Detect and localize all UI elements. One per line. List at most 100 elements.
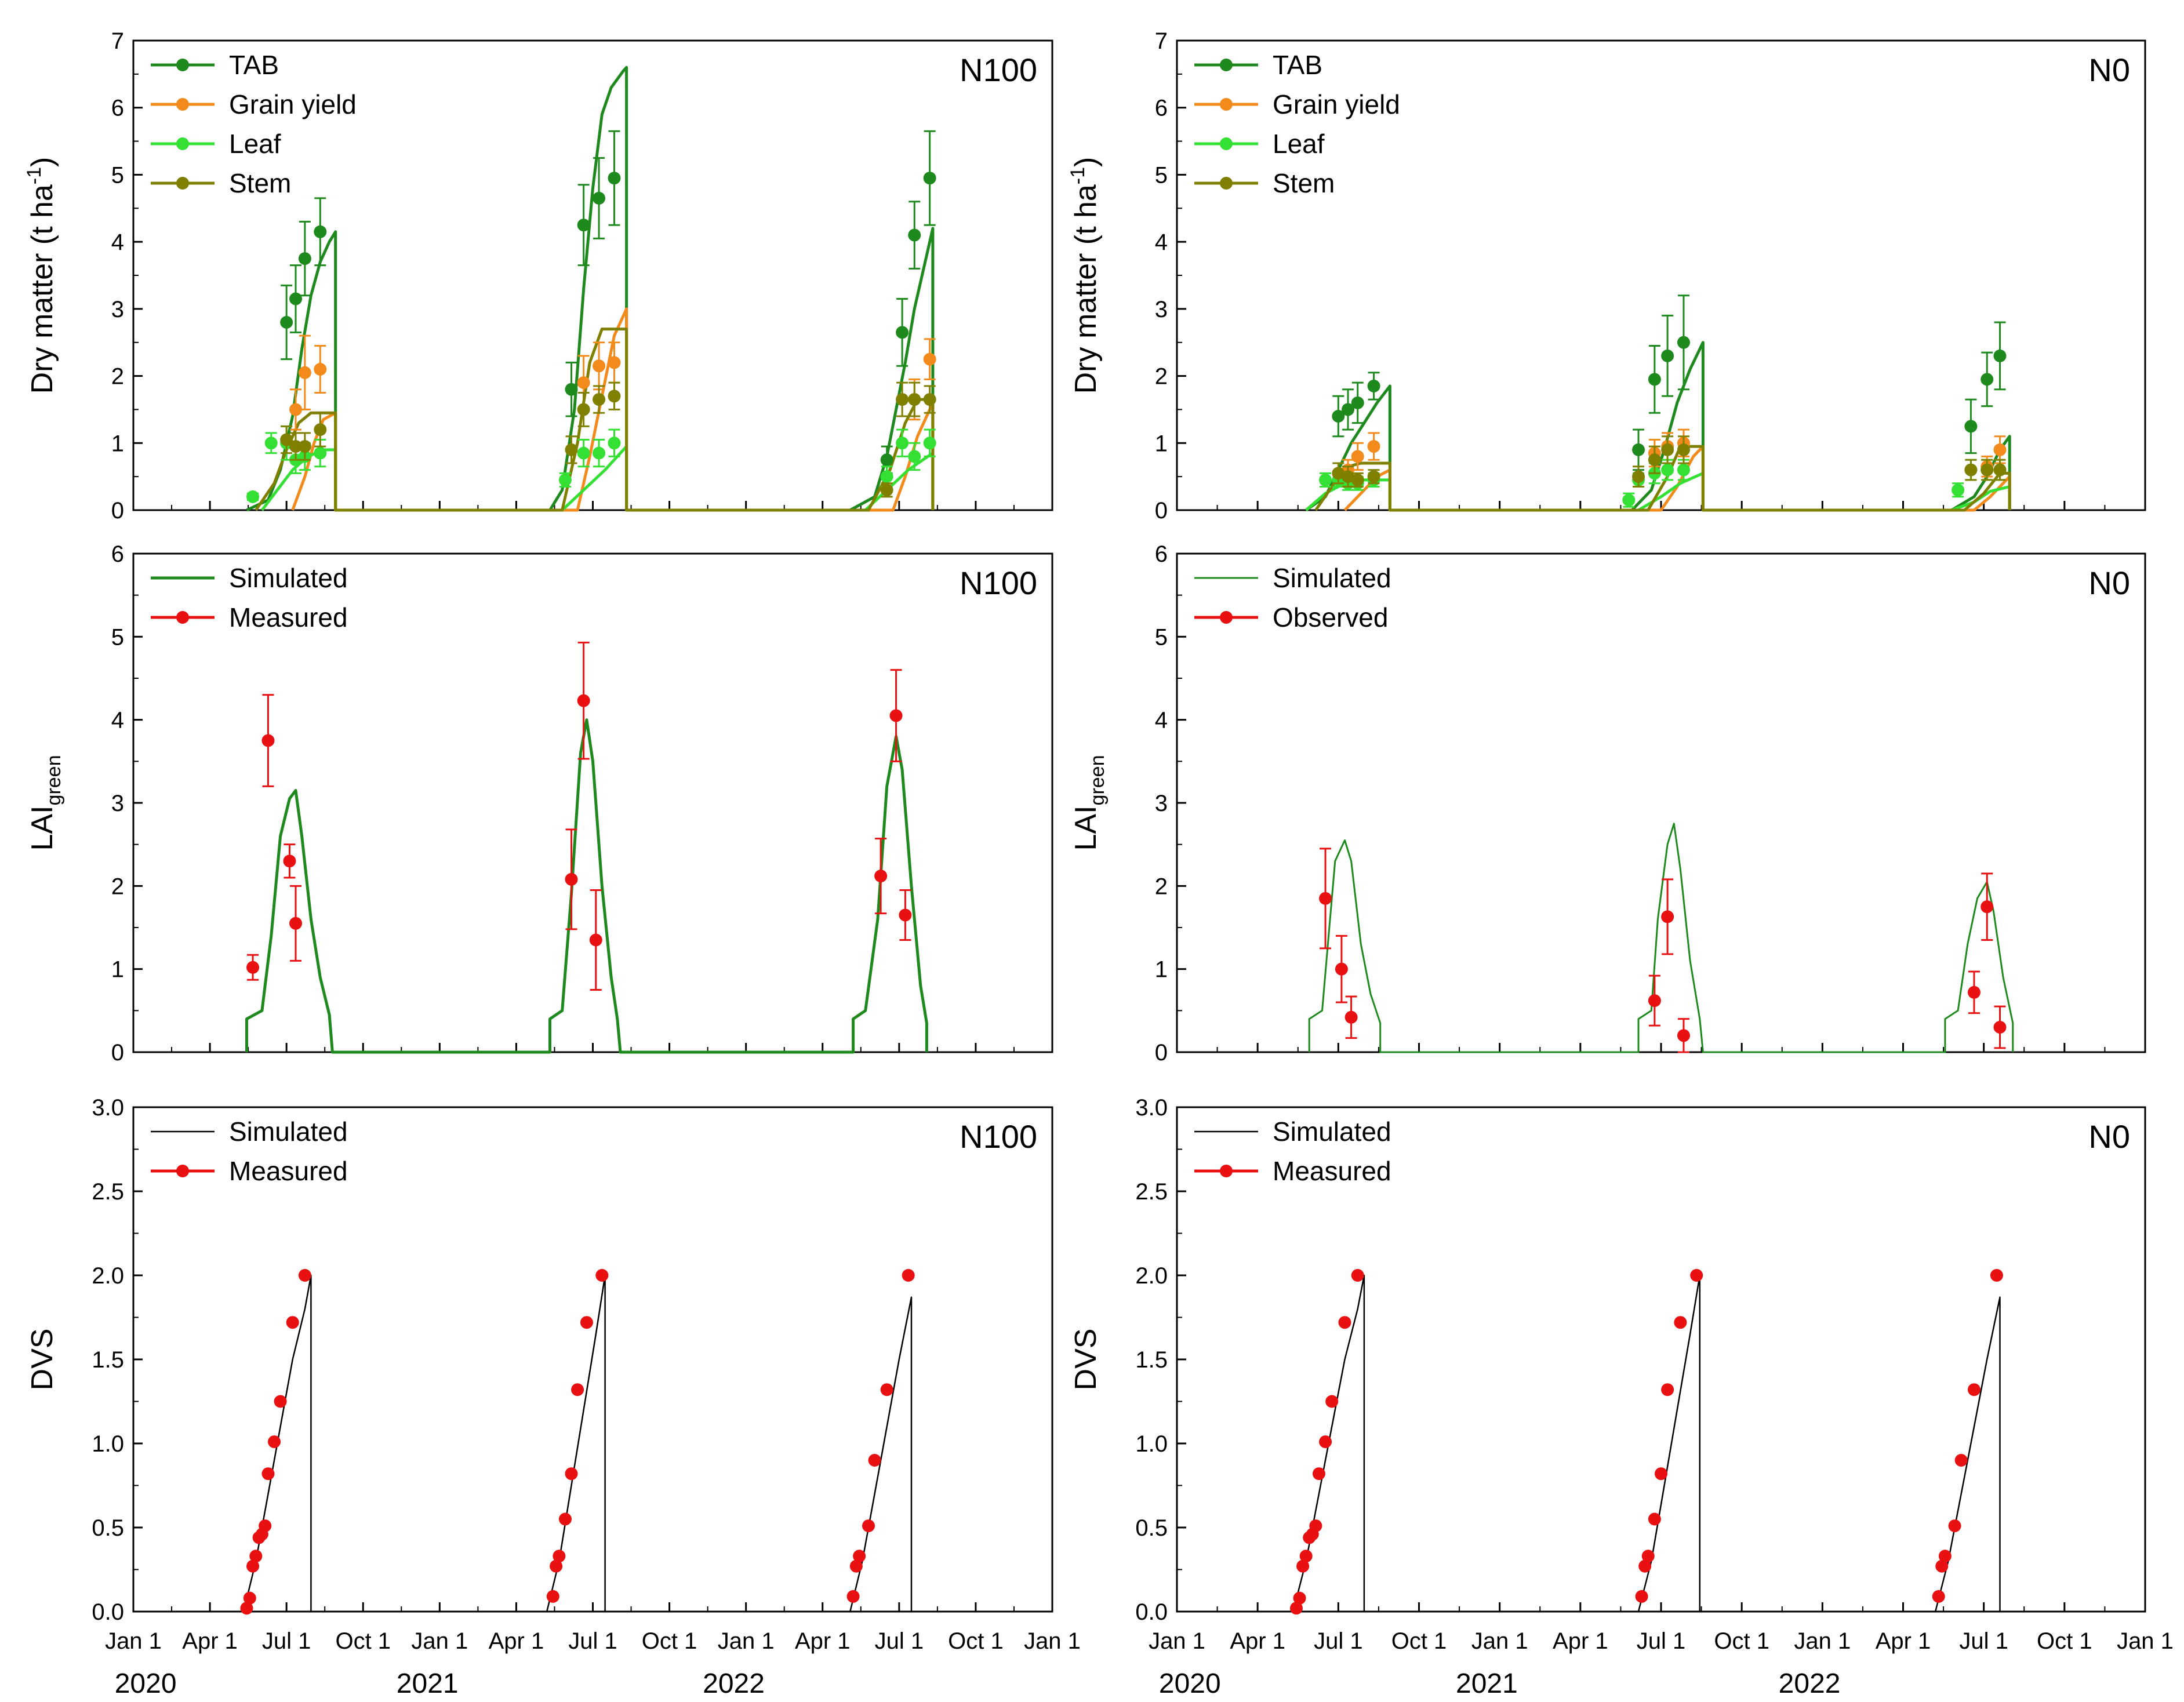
data-point-leaf bbox=[1677, 463, 1690, 477]
legend-label: Leaf bbox=[1273, 129, 1325, 159]
data-point-measured bbox=[558, 1512, 572, 1526]
y-axis-title: DVS bbox=[1069, 1329, 1103, 1391]
data-point-leaf bbox=[1319, 473, 1332, 486]
data-point-tab bbox=[280, 316, 293, 329]
x-tick-label: Jan 1 bbox=[1149, 1628, 1205, 1654]
y-axis-title: Dry matter (t ha-1) bbox=[1067, 157, 1103, 394]
panel-frames bbox=[132, 39, 2146, 1613]
y-tick-label: 6 bbox=[1155, 96, 1168, 121]
data-point-measured bbox=[1954, 1454, 1968, 1467]
x-tick-label: Apr 1 bbox=[182, 1628, 238, 1654]
panel-dm_n0 bbox=[1305, 294, 2011, 512]
legend-label: Measured bbox=[1273, 1156, 1391, 1186]
y-tick-label: 3 bbox=[1155, 791, 1168, 816]
data-point-measured bbox=[1309, 1519, 1322, 1533]
panel-label: N0 bbox=[2088, 1118, 2130, 1155]
x-tick-label: Apr 1 bbox=[489, 1628, 544, 1654]
data-point-tab bbox=[1993, 349, 2007, 362]
data-point-leaf bbox=[1661, 463, 1674, 477]
data-point-stem bbox=[565, 443, 578, 456]
x-tick-label: Jan 1 bbox=[1024, 1628, 1081, 1654]
data-point-stem bbox=[608, 390, 621, 403]
legend-label: Leaf bbox=[229, 129, 281, 159]
y-tick-label: 3 bbox=[111, 297, 124, 322]
data-point-stem bbox=[314, 423, 327, 437]
y-tick-label: 0 bbox=[111, 498, 124, 523]
data-point-measured bbox=[246, 961, 260, 974]
data-point-grain-yield bbox=[1367, 440, 1380, 453]
data-point-observed bbox=[1648, 994, 1661, 1008]
data-point-measured bbox=[274, 1395, 287, 1408]
x-tick-label: Apr 1 bbox=[1553, 1628, 1608, 1654]
data-point-observed bbox=[1661, 910, 1674, 923]
legend-swatch-dot bbox=[1220, 98, 1233, 111]
data-point-measured bbox=[261, 734, 275, 747]
data-point-measured bbox=[546, 1590, 559, 1603]
y-tick-label: 7 bbox=[111, 28, 124, 54]
y-tick-label: 5 bbox=[111, 624, 124, 650]
y-tick-label: 2.5 bbox=[92, 1179, 124, 1205]
data-point-tab bbox=[1351, 396, 1364, 409]
y-tick-label: 5 bbox=[111, 162, 124, 188]
data-point-stem bbox=[1993, 463, 2007, 477]
x-tick-label: Jan 1 bbox=[411, 1628, 468, 1654]
data-point-measured bbox=[298, 1269, 311, 1282]
data-point-measured bbox=[261, 1467, 275, 1481]
y-tick-label: 6 bbox=[1155, 541, 1168, 567]
y-tick-label: 0.5 bbox=[1135, 1515, 1168, 1541]
panel-label: N100 bbox=[960, 52, 1037, 88]
y-axis-title: LAIgreen bbox=[1069, 755, 1109, 850]
data-point-measured bbox=[565, 872, 578, 886]
data-point-measured bbox=[283, 854, 296, 868]
data-point-measured bbox=[1938, 1550, 1952, 1563]
y-tick-label: 0 bbox=[1155, 1040, 1168, 1065]
year-label: 2021 bbox=[1456, 1668, 1518, 1699]
x-tick-label: Jul 1 bbox=[1637, 1628, 1686, 1654]
x-tick-label: Apr 1 bbox=[795, 1628, 851, 1654]
data-point-measured bbox=[246, 1559, 260, 1573]
legend-swatch-dot bbox=[176, 1165, 189, 1177]
data-point-grain-yield bbox=[298, 366, 311, 379]
y-tick-label: 0 bbox=[1155, 498, 1168, 523]
x-tick-label: Jul 1 bbox=[1314, 1628, 1363, 1654]
data-point-measured bbox=[1648, 1512, 1661, 1526]
y-tick-label: 2.0 bbox=[92, 1263, 124, 1289]
x-tick-label: Jul 1 bbox=[262, 1628, 311, 1654]
data-point-leaf bbox=[314, 446, 327, 460]
legend-label: TAB bbox=[1273, 50, 1322, 80]
data-point-grain-yield bbox=[314, 363, 327, 376]
panel-lai_n0 bbox=[1308, 823, 2014, 1053]
simulated-line-tab bbox=[1305, 341, 2011, 512]
data-point-leaf bbox=[1622, 493, 1636, 507]
y-tick-label: 3.0 bbox=[1135, 1095, 1168, 1121]
y-tick-label: 0.0 bbox=[92, 1599, 124, 1625]
simulated-line-simulated bbox=[242, 1274, 913, 1613]
data-point-observed bbox=[1344, 1010, 1358, 1024]
data-point-measured bbox=[1990, 1269, 2003, 1282]
data-point-measured bbox=[577, 694, 590, 707]
data-point-tab bbox=[896, 326, 909, 339]
y-axis-title: LAIgreen bbox=[26, 755, 65, 850]
panel-label: N0 bbox=[2088, 565, 2130, 601]
data-point-tab bbox=[1332, 410, 1345, 423]
data-point-stem bbox=[880, 483, 893, 497]
y-tick-label: 4 bbox=[111, 230, 124, 255]
data-point-observed bbox=[1967, 985, 1981, 999]
data-point-measured bbox=[1296, 1559, 1310, 1573]
y-tick-label: 5 bbox=[1155, 162, 1168, 188]
y-axis-title: DVS bbox=[26, 1329, 59, 1391]
y-tick-label: 1.0 bbox=[1135, 1431, 1168, 1457]
data-point-stem bbox=[298, 440, 311, 453]
panel-text: 0 1 2 3 4 5 6 7 Dry matter (t ha-1) N100 TAB Grain … bbox=[23, 28, 2174, 1699]
simulated-line-simulated bbox=[245, 718, 928, 1054]
data-point-observed bbox=[1677, 1029, 1690, 1042]
data-point-measured bbox=[1635, 1590, 1648, 1603]
legend-label: Grain yield bbox=[229, 89, 357, 119]
data-point-tab bbox=[1661, 349, 1674, 362]
data-point-measured bbox=[240, 1602, 253, 1615]
data-point-stem bbox=[577, 403, 590, 416]
data-point-measured bbox=[1338, 1316, 1351, 1329]
legend-label: Simulated bbox=[1273, 1117, 1391, 1147]
data-point-measured bbox=[1638, 1559, 1652, 1573]
data-point-stem bbox=[1367, 470, 1380, 483]
